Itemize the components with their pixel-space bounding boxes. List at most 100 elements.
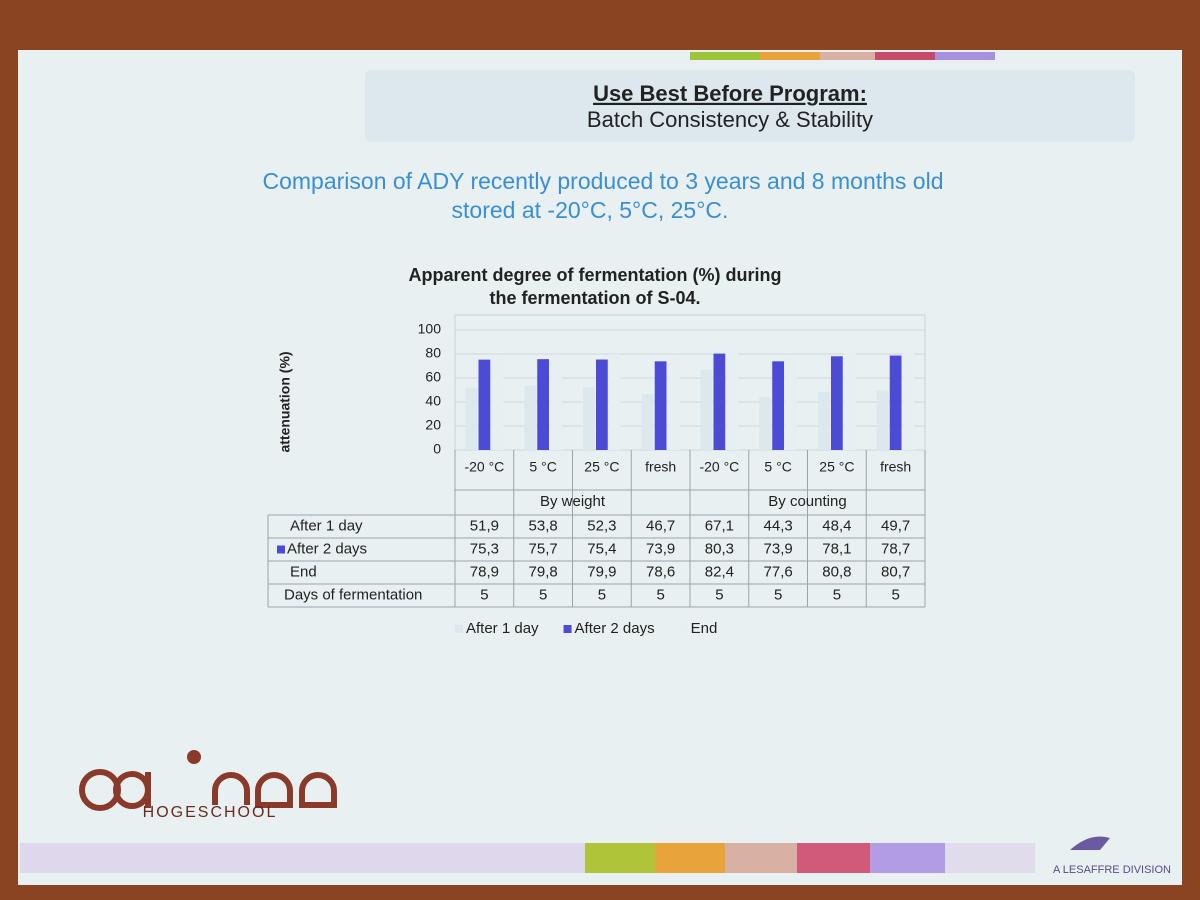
bar <box>550 354 562 450</box>
table-value: 46,7 <box>646 517 675 534</box>
table-value: 5 <box>833 586 841 603</box>
bar <box>667 355 680 450</box>
y-axis-label: attenuation (%) <box>277 351 293 452</box>
legend-swatch <box>679 625 688 633</box>
bar <box>524 385 537 450</box>
description: stored at -20°C, 5°C, 25°C. <box>452 197 729 223</box>
x-tick-label: 5 °C <box>529 459 556 475</box>
lesaffre-logo <box>1070 836 1110 850</box>
table-value: 44,3 <box>764 517 793 534</box>
table-value: 5 <box>656 586 664 603</box>
table-value: 82,4 <box>705 563 734 580</box>
legend-label: End <box>691 620 718 637</box>
legend-swatch <box>563 625 572 633</box>
bar <box>902 353 915 450</box>
slide <box>18 50 1182 885</box>
chart-title: the fermentation of S-04. <box>489 288 700 308</box>
bar <box>785 356 797 450</box>
bar <box>713 353 726 450</box>
table-value: 52,3 <box>587 517 616 534</box>
table-value: 51,9 <box>470 517 499 534</box>
row-label: After 2 days <box>287 540 367 557</box>
table-value: 5 <box>480 586 488 603</box>
bar <box>843 353 856 450</box>
description: Comparison of ADY recently produced to 3… <box>262 168 943 194</box>
bar <box>608 354 621 450</box>
division: A LESAFFRE DIVISION <box>1053 864 1171 876</box>
bar <box>596 359 608 450</box>
chart: 0 20 40 60 80 100 -20 °C 5 °C 25 °C fresh -20 °C 5 … <box>267 314 926 637</box>
x-tick-label: 5 °C <box>764 459 791 475</box>
bar <box>491 355 504 450</box>
y-tick-label: 40 <box>425 393 441 409</box>
table-value: 53,8 <box>529 517 558 534</box>
x-tick-label: -20 °C <box>699 459 739 475</box>
bar <box>889 355 902 450</box>
bar <box>700 369 713 450</box>
x-tick-label: fresh <box>645 459 676 475</box>
table-value: 80,7 <box>881 563 910 580</box>
table-value: 5 <box>539 586 547 603</box>
bar <box>772 361 784 450</box>
bottom-stripe <box>20 843 1035 873</box>
bar <box>831 356 843 450</box>
y-tick-label: 60 <box>425 369 441 385</box>
x-tick-label: 25 °C <box>819 459 854 475</box>
table-value: 49,7 <box>881 517 910 534</box>
legend-label: After 2 days <box>575 620 655 637</box>
table-value: 5 <box>774 586 782 603</box>
table-value: 73,9 <box>764 540 793 557</box>
chart-title: Apparent degree of fermentation (%) duri… <box>408 265 781 285</box>
bar <box>641 393 654 450</box>
table-value: 5 <box>715 586 723 603</box>
table-value: 67,1 <box>705 517 734 534</box>
row-swatch <box>277 545 285 554</box>
table-value: 73,9 <box>646 540 675 557</box>
legend-label: After 1 day <box>466 620 539 637</box>
bar <box>726 351 739 450</box>
title-box <box>365 70 1135 142</box>
row-label: After 1 day <box>290 517 363 534</box>
table-value: 48,4 <box>822 517 851 534</box>
table-value: 75,7 <box>529 540 558 557</box>
bar <box>876 390 889 450</box>
table-value: 78,6 <box>646 563 675 580</box>
table-value: 5 <box>891 586 899 603</box>
table-value: 78,9 <box>470 563 499 580</box>
table-value: 75,4 <box>587 540 616 557</box>
table-value: 80,3 <box>705 540 734 557</box>
bar <box>537 359 549 450</box>
x-tick-label: -20 °C <box>464 459 504 475</box>
bar <box>818 391 830 450</box>
bar <box>478 359 491 450</box>
x-tick-label: 25 °C <box>584 459 619 475</box>
row-label: End <box>290 563 317 580</box>
bar <box>654 361 667 450</box>
bar <box>759 396 772 450</box>
bar <box>583 387 595 450</box>
table-value: 79,9 <box>587 563 616 580</box>
group-label: By weight <box>540 493 606 510</box>
x-tick-label: fresh <box>880 459 911 475</box>
legend-swatch <box>455 625 463 633</box>
table-value: 77,6 <box>764 563 793 580</box>
group-label: By counting <box>768 493 846 510</box>
top-stripe <box>690 52 995 60</box>
y-tick-label: 20 <box>425 417 441 433</box>
table-value: 75,3 <box>470 540 499 557</box>
y-tick-label: 80 <box>425 345 441 361</box>
table-value: 78,1 <box>822 540 851 557</box>
y-tick-label: 0 <box>433 441 441 457</box>
row-label: Days of fermentation <box>284 586 422 603</box>
table-value: 78,7 <box>881 540 910 557</box>
table-value: 80,8 <box>822 563 851 580</box>
bar <box>465 387 478 450</box>
y-tick-label: 100 <box>418 321 442 337</box>
school-name: HOGESCHOOL <box>143 804 278 821</box>
table-value: 5 <box>598 586 606 603</box>
slide-title: Use Best Before Program: <box>593 81 867 106</box>
slide-subtitle: Batch Consistency & Stability <box>587 107 873 132</box>
logo <box>79 750 337 811</box>
